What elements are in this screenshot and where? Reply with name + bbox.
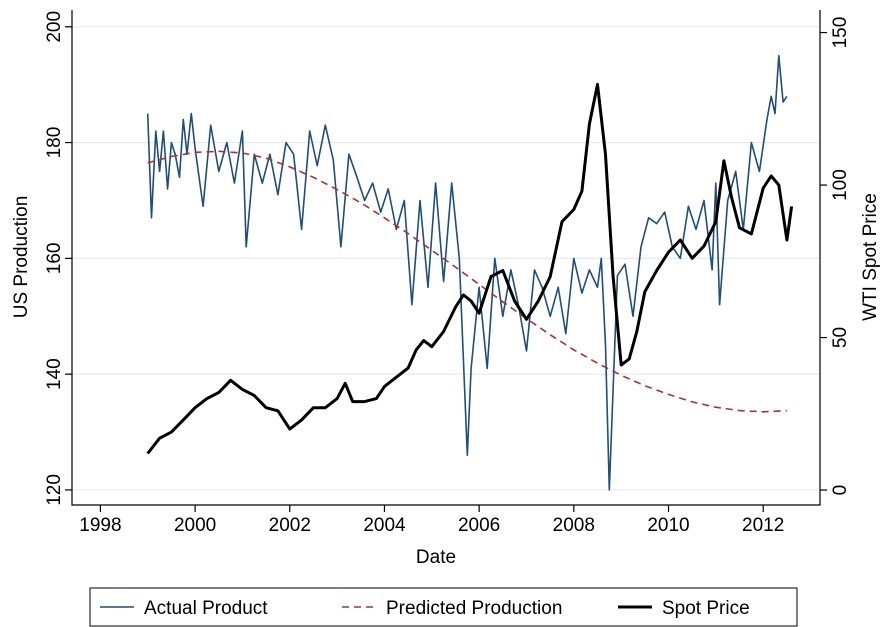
x-tick-label: 2006: [458, 515, 500, 536]
legend-box: [89, 587, 798, 627]
y-tick-label: 140: [44, 358, 65, 390]
legend-label: Actual Product: [144, 598, 268, 619]
y-tick-label: 120: [44, 474, 65, 506]
x-tick-label: 2010: [647, 515, 689, 536]
x-axis-title: Date: [416, 547, 456, 568]
x-tick-label: 2002: [269, 515, 311, 536]
y-tick-label: 180: [44, 127, 65, 159]
legend-label: Predicted Production: [386, 598, 562, 619]
y-tick-label: 160: [44, 243, 65, 275]
y-tick-label: 200: [44, 11, 65, 43]
x-tick-label: 2000: [174, 515, 216, 536]
x-tick-label: 2008: [553, 515, 595, 536]
x-tick-label: 2004: [363, 515, 406, 536]
y2-tick-label: 100: [830, 169, 851, 201]
y2-tick-label: 50: [830, 327, 851, 348]
series-line: [146, 82, 794, 455]
y2-tick-label: 0: [830, 485, 851, 496]
y2-tick-label: 150: [830, 17, 851, 49]
x-tick-label: 1998: [79, 515, 121, 536]
y-axis-title: US Production: [11, 196, 32, 319]
series-line: [146, 54, 788, 491]
y2-axis-title: WTI Spot Price: [860, 193, 881, 321]
series-line: [147, 150, 787, 413]
axis-lines: [71, 10, 821, 506]
x-tick-label: 2012: [742, 515, 784, 536]
legend-label: Spot Price: [662, 598, 750, 619]
